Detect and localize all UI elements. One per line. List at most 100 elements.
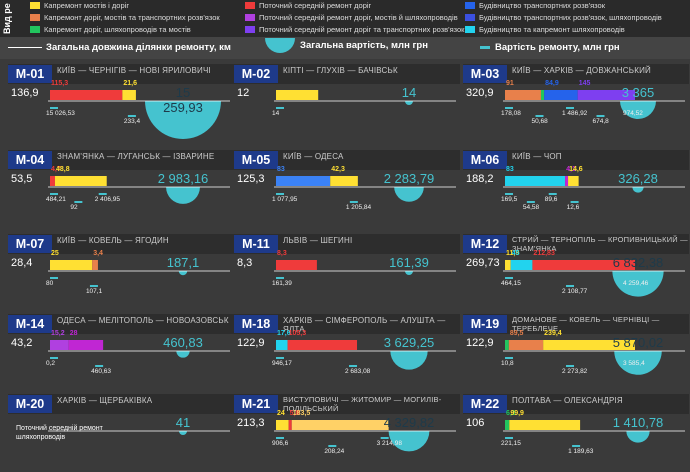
repair-note: Поточний середній ремонт шляхопроводів bbox=[16, 425, 103, 441]
road-length: 28,4 bbox=[11, 257, 33, 269]
segment-value: 48,8 bbox=[55, 166, 70, 173]
repair-cost-dash bbox=[276, 193, 284, 195]
segment-value: 99,9 bbox=[510, 410, 524, 417]
road-card: M-01 КИЇВ — ЧЕРНІГІВ — НОВІ ЯРИЛОВИЧІ 115,… bbox=[8, 64, 234, 142]
repair-cost-label: 0,2 bbox=[46, 360, 56, 367]
road-route: КИЇВ — ЧЕРНІГІВ — НОВІ ЯРИЛОВИЧІ bbox=[57, 66, 211, 75]
legend-label: Поточний середній ремонт доріг, мостів й… bbox=[259, 13, 458, 22]
repair-cost-dash bbox=[572, 445, 581, 447]
road-card: M-07 КИЇВ — КОВЕЛЬ — ЯГОДИН 25 3,4 80 107,1 28… bbox=[8, 234, 234, 312]
repair-cost-label: 1 077,95 bbox=[272, 196, 298, 203]
repair-cost-dash bbox=[380, 437, 389, 439]
road-card: M-06 КИЇВ — ЧОП 83 4,1 14,6 169,5 54,58 89,6 12,… bbox=[463, 150, 689, 228]
card-header: M-19 ДОМАНОВЕ — КОВЕЛЬ — ЧЕРНІВЦІ — ТЕРЕБ… bbox=[463, 314, 689, 334]
road-card: M-04 ЗНАМ'ЯНКА — ЛУГАНСЬК — ІЗВАРИНЕ 4,7 48… bbox=[8, 150, 234, 228]
segment-bar bbox=[276, 340, 288, 350]
card-chart bbox=[48, 430, 230, 435]
legend-row-2: Загальна довжина ділянки ремонту, км Заг… bbox=[0, 37, 690, 59]
segment-value: 28 bbox=[69, 330, 78, 337]
segment-bar bbox=[505, 420, 510, 430]
road-code: M-02 bbox=[234, 65, 278, 83]
length-legend: Загальна довжина ділянки ремонту, км bbox=[8, 42, 231, 53]
road-card: M-02 КІПТІ — ГЛУХІВ — БАЧІВСЬК 14 12 14 bbox=[234, 64, 460, 142]
repair-cost-label: 14 bbox=[272, 110, 280, 117]
total-cost-semicircle bbox=[388, 431, 430, 452]
road-length: 53,5 bbox=[11, 173, 33, 185]
road-length: 12 bbox=[237, 87, 250, 99]
segment-bar bbox=[532, 260, 635, 270]
road-length: 8,3 bbox=[237, 257, 253, 269]
total-cost-semicircle bbox=[178, 271, 188, 276]
road-route: КИЇВ — ХАРКІВ — ДОВЖАНСЬКИЙ bbox=[512, 66, 651, 75]
length-legend-label: Загальна довжина ділянки ремонту, км bbox=[46, 42, 231, 53]
road-code: M-06 bbox=[463, 151, 507, 169]
repair-cost-label: 460,63 bbox=[91, 368, 111, 375]
total-cost-semicircle bbox=[176, 351, 190, 358]
total-cost-semicircle bbox=[612, 271, 664, 297]
segment-value: 24 bbox=[277, 410, 285, 417]
segment-bar bbox=[330, 176, 358, 186]
road-length: 125,3 bbox=[237, 173, 265, 185]
road-route: КІПТІ — ГЛУХІВ — БАЧІВСЬК bbox=[283, 66, 398, 75]
segment-value: 6,1 bbox=[506, 410, 516, 417]
repair-cost-dash bbox=[627, 277, 635, 279]
repair-cost-label: 208,24 bbox=[324, 448, 345, 455]
road-code: M-03 bbox=[463, 65, 507, 83]
repair-cost-label: 221,15 bbox=[501, 440, 521, 447]
segment-value: 105,3 bbox=[288, 330, 307, 337]
road-route: ОДЕСА — МЕЛІТОПОЛЬ — НОВОАЗОВСЬК bbox=[57, 316, 229, 325]
legend-label: Будівництво та капремонт шляхопроводів bbox=[479, 25, 625, 34]
road-card: M-03 КИЇВ — ХАРКІВ — ДОВЖАНСЬКИЙ 91 84,9 145… bbox=[463, 64, 689, 142]
road-card: M-05 КИЇВ — ОДЕСА 83 42,3 1 077,95 1 205,84 12… bbox=[234, 150, 460, 228]
segment-value: 4,1 bbox=[566, 166, 576, 173]
repair-cost-dash bbox=[505, 107, 513, 109]
repair-cost-label: 50,68 bbox=[531, 118, 548, 125]
road-length: 122,9 bbox=[466, 337, 494, 349]
repair-cost-dash bbox=[548, 193, 557, 195]
legend-item: Поточний середній ремонт доріг та трансп… bbox=[245, 25, 464, 34]
repair-cost-label: 107,1 bbox=[85, 288, 103, 295]
road-card: M-19 ДОМАНОВЕ — КОВЕЛЬ — ЧЕРНІВЦІ — ТЕРЕБ… bbox=[463, 314, 689, 392]
repair-cost-label: 3 585,4 bbox=[623, 360, 645, 367]
road-card: M-11 ЛЬВІВ — ШЕГИНІ 8,3 161,39 8,3 161,39 bbox=[234, 234, 460, 312]
road-card: M-18 ХАРКІВ — СІМФЕРОПОЛЬ — АЛУШТА — ЯЛТА… bbox=[234, 314, 460, 392]
road-route: ПОЛТАВА — ОЛЕКСАНДРІЯ bbox=[512, 396, 623, 405]
card-header: M-05 КИЇВ — ОДЕСА bbox=[234, 150, 460, 170]
repair-cost-label: 80 bbox=[46, 280, 54, 287]
legend-label: Поточний середній ремонт доріг bbox=[259, 1, 372, 10]
total-cost-value: 460,83 bbox=[163, 335, 203, 350]
legend-item: Будівництво транспортних розв'язок bbox=[465, 1, 605, 10]
repair-cost-label: 1 205,84 bbox=[345, 204, 372, 211]
repair-cost-dash bbox=[74, 201, 83, 203]
total-cost-value: 187,1 bbox=[166, 255, 200, 270]
repair-cost-label: 92 bbox=[70, 204, 78, 211]
legend-label: Капремонт доріг, шляхопроводів та мостів bbox=[44, 25, 191, 34]
repair-cost-dash bbox=[566, 285, 574, 287]
segment-bar bbox=[50, 340, 69, 350]
total-cost-value: 1 410,78 bbox=[612, 415, 664, 430]
card-chart bbox=[274, 340, 456, 370]
segment-bar bbox=[50, 176, 55, 186]
road-route: ВИСТУПОВИЧІ — ЖИТОМИР — МОГИЛІВ-ПОДІЛЬСЬ… bbox=[283, 395, 442, 413]
total-cost-value: 3 365 bbox=[621, 85, 655, 100]
segment-bar bbox=[276, 90, 319, 100]
repair-cost-dash bbox=[627, 357, 635, 359]
repair-cost-label: 15 026,53 bbox=[46, 110, 75, 117]
repair-cost-label: 54,58 bbox=[522, 204, 540, 211]
total-cost-semicircle bbox=[394, 187, 424, 202]
card-chart bbox=[503, 420, 685, 447]
total-cost-semicircle bbox=[145, 101, 221, 139]
segment-bar bbox=[577, 90, 635, 100]
road-code: M-05 bbox=[234, 151, 278, 169]
repair-cost-label: 12,6 bbox=[566, 204, 580, 211]
repair-cost-dash bbox=[89, 285, 98, 287]
road-length: 320,9 bbox=[466, 87, 494, 99]
repair-cost-dash bbox=[627, 107, 635, 109]
legend-label: Будівництво транспортних розв'язок bbox=[479, 1, 605, 10]
road-length: 43,2 bbox=[11, 337, 33, 349]
repair-cost-label: 464,15 bbox=[501, 280, 521, 287]
total-cost-semicircle bbox=[620, 101, 656, 119]
legend-item: Поточний середній ремонт доріг bbox=[245, 1, 371, 10]
total-cost-semicircle bbox=[405, 271, 413, 275]
legend-swatch bbox=[465, 14, 475, 21]
